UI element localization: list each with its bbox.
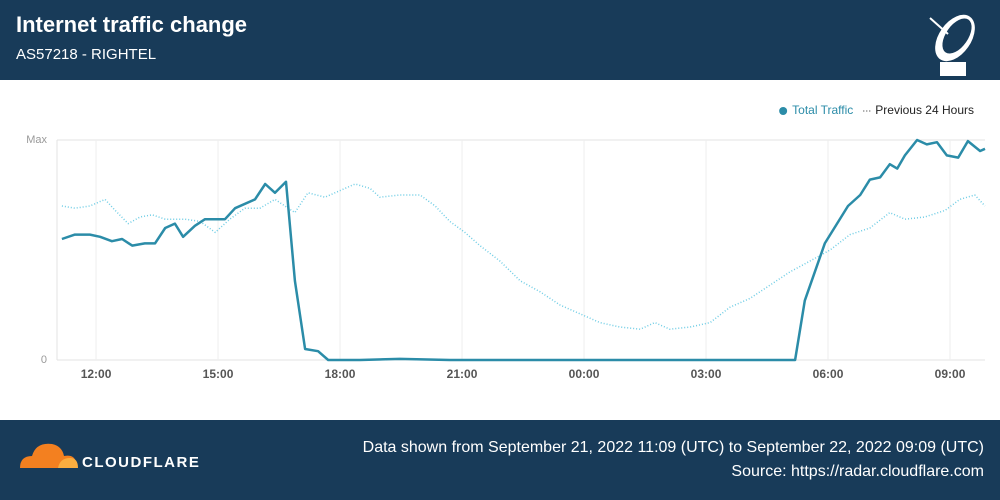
chart-area (0, 80, 1000, 420)
dish-icon (929, 14, 975, 76)
header-bar (0, 0, 1000, 80)
title: Internet traffic change (16, 12, 247, 37)
legend-label: Previous 24 Hours (875, 103, 974, 117)
legend-swatch (779, 107, 788, 115)
x-tick-label: 09:00 (935, 367, 966, 381)
cloudflare-logo-icon (20, 443, 78, 468)
y-tick-label: Max (26, 134, 47, 146)
legend-label: Total Traffic (792, 103, 853, 117)
source: Source: https://radar.cloudflare.com (731, 463, 984, 480)
y-tick-label: 0 (41, 354, 47, 366)
date-range: Data shown from September 21, 2022 11:09… (363, 439, 984, 456)
x-tick-label: 18:00 (325, 367, 356, 381)
x-tick-label: 06:00 (813, 367, 844, 381)
series-line (61, 138, 986, 362)
x-tick-label: 21:00 (447, 367, 478, 381)
subtitle: AS57218 - RIGHTEL (16, 46, 156, 63)
logo-text: CLOUDFLARE (82, 454, 200, 471)
x-tick-label: 12:00 (81, 367, 112, 381)
x-tick-label: 00:00 (569, 367, 600, 381)
footer-bar (0, 420, 1000, 500)
x-tick-label: 15:00 (203, 367, 234, 381)
x-tick-label: 03:00 (691, 367, 722, 381)
